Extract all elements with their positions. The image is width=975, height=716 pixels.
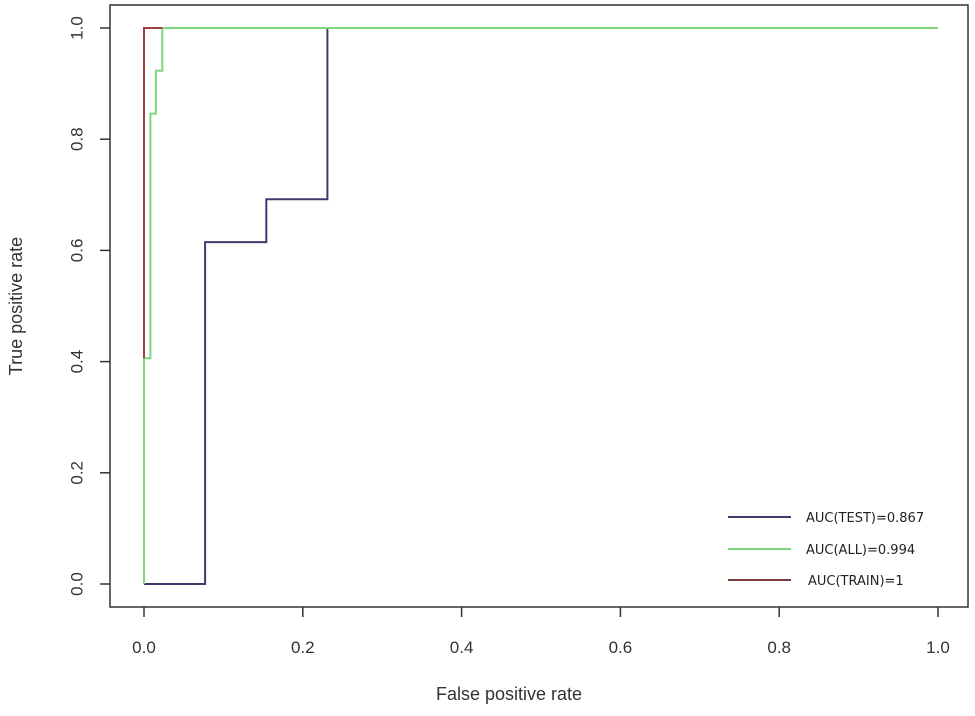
y-tick-label: 1.0 <box>68 16 87 40</box>
legend-label: AUC(ALL)=0.994 <box>806 543 915 558</box>
x-axis: 0.0 0.2 0.4 0.6 0.8 1.0 <box>132 607 950 657</box>
x-tick-label: 0.2 <box>291 638 315 657</box>
x-axis-title: False positive rate <box>436 684 582 704</box>
legend: AUC(TEST)=0.867 AUC(ALL)=0.994 AUC(TRAIN)=… <box>728 511 924 589</box>
y-tick-label: 0.0 <box>68 572 87 596</box>
y-axis-title: True positive rate <box>6 237 26 375</box>
series-layer <box>143 27 938 585</box>
x-tick-label: 0.0 <box>132 638 156 657</box>
x-tick-label: 0.8 <box>767 638 791 657</box>
x-tick-label: 0.6 <box>609 638 633 657</box>
plot-frame <box>109 4 969 608</box>
y-tick-label: 0.2 <box>68 461 87 485</box>
y-tick-label: 0.6 <box>68 239 87 263</box>
roc-curve-1 <box>143 27 938 584</box>
y-axis: 0.0 0.2 0.4 0.6 0.8 1.0 <box>68 16 110 596</box>
roc-curve-2 <box>143 27 163 359</box>
y-tick-label: 0.8 <box>68 127 87 151</box>
y-tick-label: 0.4 <box>68 350 87 374</box>
legend-label: AUC(TEST)=0.867 <box>806 511 924 526</box>
x-tick-label: 0.4 <box>450 638 474 657</box>
roc-curve-0 <box>144 27 938 585</box>
x-tick-label: 1.0 <box>926 638 950 657</box>
legend-label: AUC(TRAIN)=1 <box>808 574 904 589</box>
